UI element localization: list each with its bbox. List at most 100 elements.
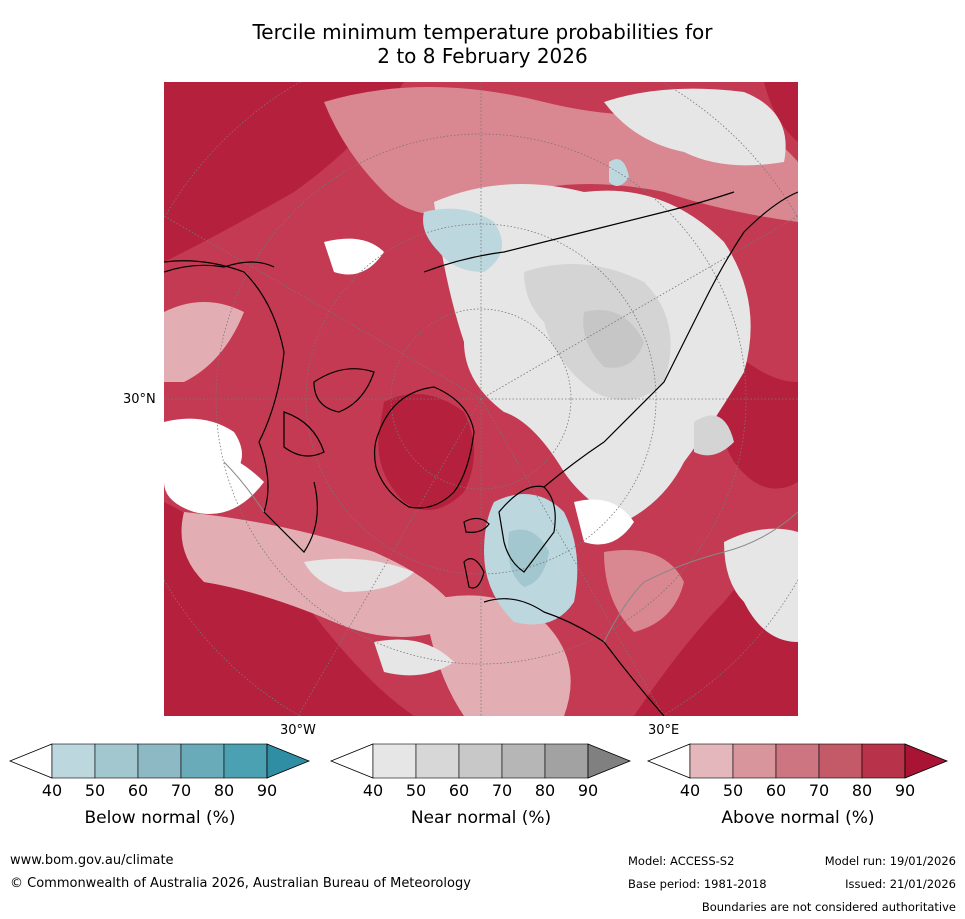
colorbar-near-min-arrow [329, 743, 374, 779]
colorbar-below-max-arrow [266, 743, 311, 779]
meridian-120e [480, 215, 798, 400]
colorbar-near-segment [544, 743, 589, 779]
lat-label-30n: 30°N [123, 392, 156, 407]
region-near-40-pacific [304, 558, 414, 592]
coast-canada-islands [313, 368, 375, 413]
region-white-chukotka [324, 238, 384, 275]
region-below-50-europe [508, 529, 549, 587]
region-near-50-asia [694, 415, 734, 456]
lon-label-30w: 30°W [280, 723, 316, 738]
title-line-2: 2 to 8 February 2026 [377, 44, 588, 68]
colorbar-below-tick-label: 40 [41, 781, 63, 800]
region-near-60-siberia [583, 310, 644, 368]
colorbar-below-segment [51, 743, 96, 779]
colorbar-above-max-arrow [904, 743, 949, 779]
colorbar-near-tick-label: 80 [534, 781, 556, 800]
colorbar-title-near: Near normal (%) [410, 808, 552, 828]
region-near-40-asia [604, 88, 786, 166]
footer-issued: Issued: 21/01/2026 [845, 877, 956, 891]
footer-disclaimer: Boundaries are not considered authoritat… [701, 900, 956, 914]
colorbar-below-segment [180, 743, 225, 779]
colorbar-svg-above [646, 743, 949, 779]
coastlines [164, 191, 798, 716]
meridian-30e [480, 398, 665, 716]
meridian-120w [164, 215, 482, 400]
chart-title: Tercile minimum temperature probabilitie… [0, 20, 965, 68]
colorbar-near-tick-label: 50 [405, 781, 427, 800]
colorbar-below-segment [223, 743, 268, 779]
colorbar-near-segment [415, 743, 460, 779]
colorbar-above-tick-label: 60 [765, 781, 787, 800]
region-above-50-alaska [164, 302, 244, 382]
footer-model: Model: ACCESS-S2 [628, 854, 735, 868]
probability-map [164, 82, 798, 716]
colorbar-svg-near [329, 743, 632, 779]
colorbar-above-min-arrow [646, 743, 691, 779]
coast-baffin [283, 411, 325, 457]
region-below-40-siberia [423, 208, 502, 272]
graticule [164, 82, 798, 716]
lat-circle-75 [390, 308, 572, 490]
colorbar-below-normal [8, 742, 311, 782]
region-near-40-atlantic [374, 639, 454, 676]
colorbar-near-tick-label: 70 [491, 781, 513, 800]
region-above-50-atlantic [424, 595, 571, 716]
lon-label-30e: 30°E [648, 723, 680, 738]
colorbar-above-segment [775, 743, 820, 779]
colorbar-near-tick-label: 60 [448, 781, 470, 800]
colorbar-above-segment [732, 743, 777, 779]
colorbar-above-tick-label: 70 [808, 781, 830, 800]
region-white-urals [574, 499, 634, 545]
colorbar-above-segment [818, 743, 863, 779]
colorbar-below-tick-label: 70 [170, 781, 192, 800]
colorbar-above-segment [861, 743, 906, 779]
region-near-40-india [724, 528, 798, 642]
colorbar-above-tick-label: 80 [851, 781, 873, 800]
colorbar-svg-below [8, 743, 311, 779]
colorbar-below-min-arrow [8, 743, 53, 779]
colorbar-title-above: Above normal (%) [721, 808, 875, 828]
colorbar-below-tick-label: 80 [213, 781, 235, 800]
map-svg [164, 82, 798, 716]
coast-iceland [463, 517, 490, 533]
colorbar-above-tick-label: 40 [679, 781, 701, 800]
footer-model-run: Model run: 19/01/2026 [824, 854, 956, 868]
region-above-90-greenland [378, 394, 474, 510]
colorbar-near-tick-label: 90 [577, 781, 599, 800]
colorbar-near-tick-label: 40 [362, 781, 384, 800]
colorbar-near-max-arrow [587, 743, 632, 779]
footer-url: www.bom.gov.au/climate [10, 853, 174, 868]
footer-base-period: Base period: 1981-2018 [628, 877, 767, 891]
coast-russia [543, 191, 798, 488]
colorbar-near-segment [458, 743, 503, 779]
colorbar-below-tick-label: 60 [127, 781, 149, 800]
coast-scandinavia [498, 485, 556, 573]
colorbar-above-tick-label: 50 [722, 781, 744, 800]
colorbar-above-normal [646, 742, 949, 782]
colorbar-above-tick-label: 90 [894, 781, 916, 800]
coast-greenland [373, 386, 475, 509]
colorbar-above-segment [689, 743, 734, 779]
colorbar-below-segment [94, 743, 139, 779]
coast-europe [483, 598, 665, 716]
region-above-60-mideast [604, 550, 684, 632]
colorbar-below-segment [137, 743, 182, 779]
colorbar-near-segment [372, 743, 417, 779]
border-asia [603, 511, 798, 643]
colorbar-title-below: Below normal (%) [84, 808, 236, 828]
coast-north-america [164, 260, 318, 553]
region-above-90-ne [764, 82, 798, 142]
coast-alaska [164, 261, 275, 273]
region-white-pacific [164, 442, 264, 514]
colorbar-near-segment [501, 743, 546, 779]
footer-copyright: © Commonwealth of Australia 2026, Austra… [10, 876, 471, 891]
meridian-30w [297, 398, 482, 716]
lat-circle-45 [215, 133, 747, 665]
coast-siberia [423, 191, 735, 273]
coast-uk [463, 558, 485, 589]
colorbar-below-tick-label: 50 [84, 781, 106, 800]
country-borders [223, 461, 798, 643]
colorbar-near-normal [329, 742, 632, 782]
title-line-1: Tercile minimum temperature probabilitie… [252, 20, 713, 44]
colorbar-below-tick-label: 90 [256, 781, 278, 800]
